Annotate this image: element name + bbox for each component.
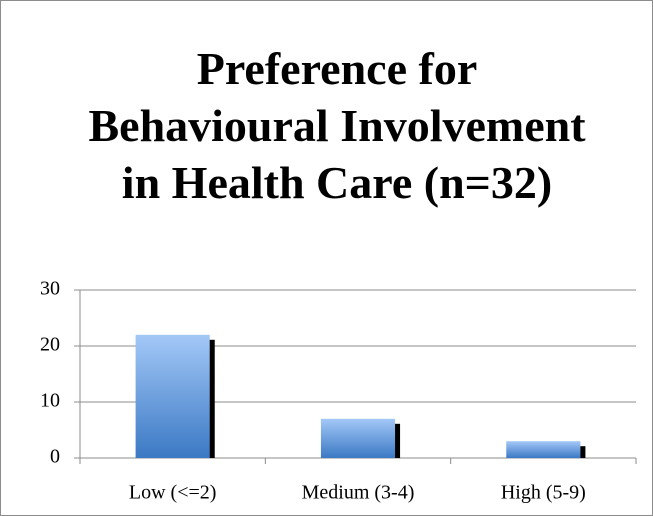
chart-title: Preference for Behavioural Involvement i… (88, 43, 586, 208)
bar (320, 418, 396, 458)
bar (506, 441, 581, 458)
y-tick-label: 10 (40, 390, 60, 412)
y-tick-label: 20 (40, 334, 60, 356)
y-tick-label: 0 (50, 446, 60, 468)
y-tick-label: 30 (40, 278, 60, 300)
x-tick-label: Medium (3-4) (302, 482, 415, 504)
x-tick-label: High (5-9) (501, 482, 586, 504)
x-tick-label: Low (<=2) (129, 482, 217, 504)
bar (135, 334, 210, 458)
